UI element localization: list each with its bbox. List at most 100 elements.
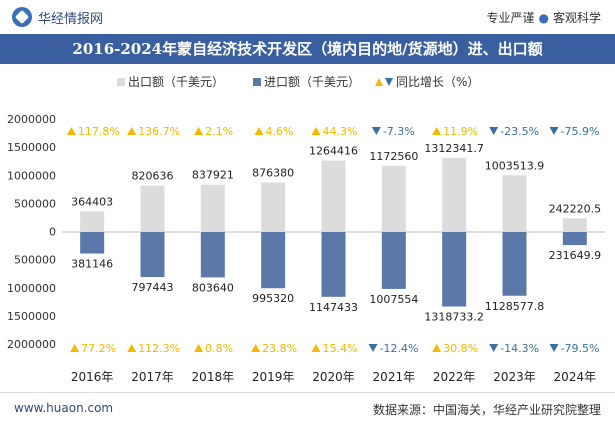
footer-source: 数据来源：中国海关，华经产业研究院整理 <box>372 403 601 417</box>
export-value-label: 1172560 <box>369 150 418 163</box>
data-labels: 364403 381146 820636 797443 837921 803640 8763… <box>71 142 601 324</box>
export-up-triangle-icon <box>432 127 442 135</box>
export-growth-label: -7.3% <box>383 125 415 138</box>
chart: 出口额（千美元） 进口额（千美元） 同比增长（%） 2000000 1500000 10… <box>7 75 605 384</box>
import-value-label: 995320 <box>252 292 294 305</box>
import-down-triangle-icon <box>489 344 499 352</box>
export-value-label: 1264416 <box>309 145 358 158</box>
y-tick-label: 0 <box>49 226 56 239</box>
import-value-label: 1147433 <box>309 301 358 314</box>
x-tick-label: 2023年 <box>493 370 536 384</box>
import-growth-label: 30.8% <box>443 342 478 355</box>
legend-import-label: 进口额（千美元） <box>264 75 360 89</box>
import-bar <box>502 232 527 296</box>
export-bar <box>442 157 467 232</box>
import-growth-label: 23.8% <box>262 342 297 355</box>
import-bar <box>80 232 105 254</box>
x-tick-label: 2016年 <box>71 370 114 384</box>
import-value-label: 1128577.8 <box>485 300 545 313</box>
legend-up-triangle-icon <box>375 78 383 86</box>
export-bar <box>80 211 105 232</box>
x-tick-label: 2021年 <box>373 370 416 384</box>
import-bar <box>261 232 286 289</box>
export-bar <box>502 175 527 232</box>
y-tick-label: 1000000 <box>7 282 56 295</box>
slogan: 专业严谨 ● 客观科学 <box>486 9 601 26</box>
slogan-dot-icon: ● <box>538 11 549 25</box>
x-tick-label: 2024年 <box>554 370 597 384</box>
export-bar <box>562 218 587 232</box>
import-value-label: 797443 <box>132 281 174 294</box>
x-tick-label: 2019年 <box>252 370 295 384</box>
x-axis: 2016年 2017年 2018年 2019年 2020年 2021年 2022年 2023年… <box>71 370 596 384</box>
brand[interactable]: 华经情报网 <box>12 7 103 27</box>
legend-export-swatch <box>117 78 125 86</box>
export-up-triangle-icon <box>254 127 264 135</box>
x-tick-label: 2017年 <box>131 370 174 384</box>
import-bar <box>442 232 467 307</box>
y-tick-label: 1500000 <box>7 141 56 154</box>
x-tick-label: 2022年 <box>433 370 476 384</box>
export-growth-label: 11.9% <box>443 125 478 138</box>
export-value-label: 837921 <box>192 169 234 182</box>
import-down-triangle-icon <box>549 344 559 352</box>
import-up-triangle-icon <box>70 344 80 352</box>
export-up-triangle-icon <box>127 127 137 135</box>
import-up-triangle-icon <box>251 344 261 352</box>
legend-down-triangle-icon <box>385 78 393 86</box>
y-tick-label: 2000000 <box>7 113 56 126</box>
import-growth-label: 15.4% <box>323 342 358 355</box>
top-bar: 华经情报网 专业严谨 ● 客观科学 <box>0 0 615 34</box>
y-tick-label: 1000000 <box>7 169 56 182</box>
bars <box>80 157 587 307</box>
import-growth-label: -79.5% <box>561 342 600 355</box>
growth-labels: 117.8% 136.7% 2.1% 4.6% 44.3% -7.3% 11.9% -23.5… <box>66 125 600 355</box>
y-tick-label: 500000 <box>14 254 56 267</box>
export-bar <box>321 160 346 232</box>
export-down-triangle-icon <box>371 127 381 135</box>
chart-title: 2016-2024年蒙自经济技术开发区（境内目的地/货源地）进、出口额 <box>0 34 615 64</box>
legend-growth-label: 同比增长（%） <box>396 75 479 89</box>
slogan-left: 专业严谨 <box>486 11 535 25</box>
export-growth-label: 44.3% <box>323 125 358 138</box>
export-down-triangle-icon <box>549 127 559 135</box>
import-up-triangle-icon <box>127 344 137 352</box>
footer-divider <box>0 392 615 393</box>
export-value-label: 1003513.9 <box>485 159 545 172</box>
x-tick-label: 2018年 <box>192 370 235 384</box>
import-growth-label: 112.3% <box>138 342 180 355</box>
export-up-triangle-icon <box>311 127 321 135</box>
export-bar <box>381 165 406 232</box>
import-growth-label: 77.2% <box>81 342 116 355</box>
export-growth-label: 136.7% <box>138 125 180 138</box>
export-value-label: 876380 <box>252 166 294 179</box>
export-value-label: 364403 <box>71 195 113 208</box>
import-value-label: 231649.9 <box>549 249 602 262</box>
export-value-label: 242220.5 <box>549 202 602 215</box>
import-up-triangle-icon <box>194 344 204 352</box>
export-growth-label: 4.6% <box>265 125 293 138</box>
export-up-triangle-icon <box>66 127 76 135</box>
brand-name: 华经情报网 <box>38 11 104 27</box>
import-value-label: 803640 <box>192 281 234 294</box>
export-growth-label: -75.9% <box>561 125 600 138</box>
brand-logo-icon <box>12 7 32 27</box>
y-tick-label: 500000 <box>14 197 56 210</box>
y-tick-label: 1500000 <box>7 310 56 323</box>
export-growth-label: 117.8% <box>78 125 120 138</box>
import-growth-label: -12.4% <box>380 342 419 355</box>
y-tick-label: 2000000 <box>7 338 56 351</box>
export-down-triangle-icon <box>489 127 499 135</box>
export-bar <box>140 185 165 232</box>
import-growth-label: -14.3% <box>500 342 539 355</box>
import-growth-label: 0.8% <box>205 342 233 355</box>
export-bar <box>200 184 225 232</box>
footer-website[interactable]: www.huaon.com <box>14 401 114 415</box>
legend-import-swatch <box>253 78 261 86</box>
x-tick-label: 2020年 <box>312 370 355 384</box>
import-down-triangle-icon <box>368 344 378 352</box>
export-value-label: 1312341.7 <box>424 142 484 155</box>
import-bar <box>200 232 225 278</box>
import-up-triangle-icon <box>311 344 321 352</box>
